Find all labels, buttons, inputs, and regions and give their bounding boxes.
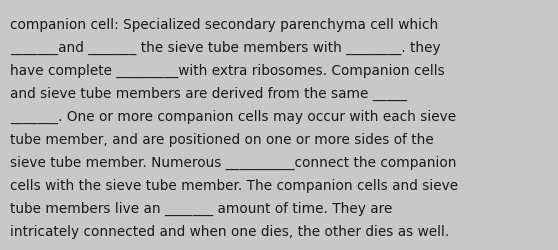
Text: have complete _________with extra ribosomes. Companion cells: have complete _________with extra riboso… bbox=[10, 64, 445, 78]
Text: and sieve tube members are derived from the same _____: and sieve tube members are derived from … bbox=[10, 86, 407, 101]
Text: tube member, and are positioned on one or more sides of the: tube member, and are positioned on one o… bbox=[10, 132, 434, 146]
Text: _______and _______ the sieve tube members with ________. they: _______and _______ the sieve tube member… bbox=[10, 40, 441, 54]
Text: cells with the sieve tube member. The companion cells and sieve: cells with the sieve tube member. The co… bbox=[10, 178, 458, 192]
Text: intricately connected and when one dies, the other dies as well.: intricately connected and when one dies,… bbox=[10, 224, 449, 238]
Text: companion cell: Specialized secondary parenchyma cell which: companion cell: Specialized secondary pa… bbox=[10, 18, 438, 32]
Text: tube members live an _______ amount of time. They are: tube members live an _______ amount of t… bbox=[10, 202, 392, 215]
Text: _______. One or more companion cells may occur with each sieve: _______. One or more companion cells may… bbox=[10, 110, 456, 124]
Text: sieve tube member. Numerous __________connect the companion: sieve tube member. Numerous __________co… bbox=[10, 156, 456, 170]
